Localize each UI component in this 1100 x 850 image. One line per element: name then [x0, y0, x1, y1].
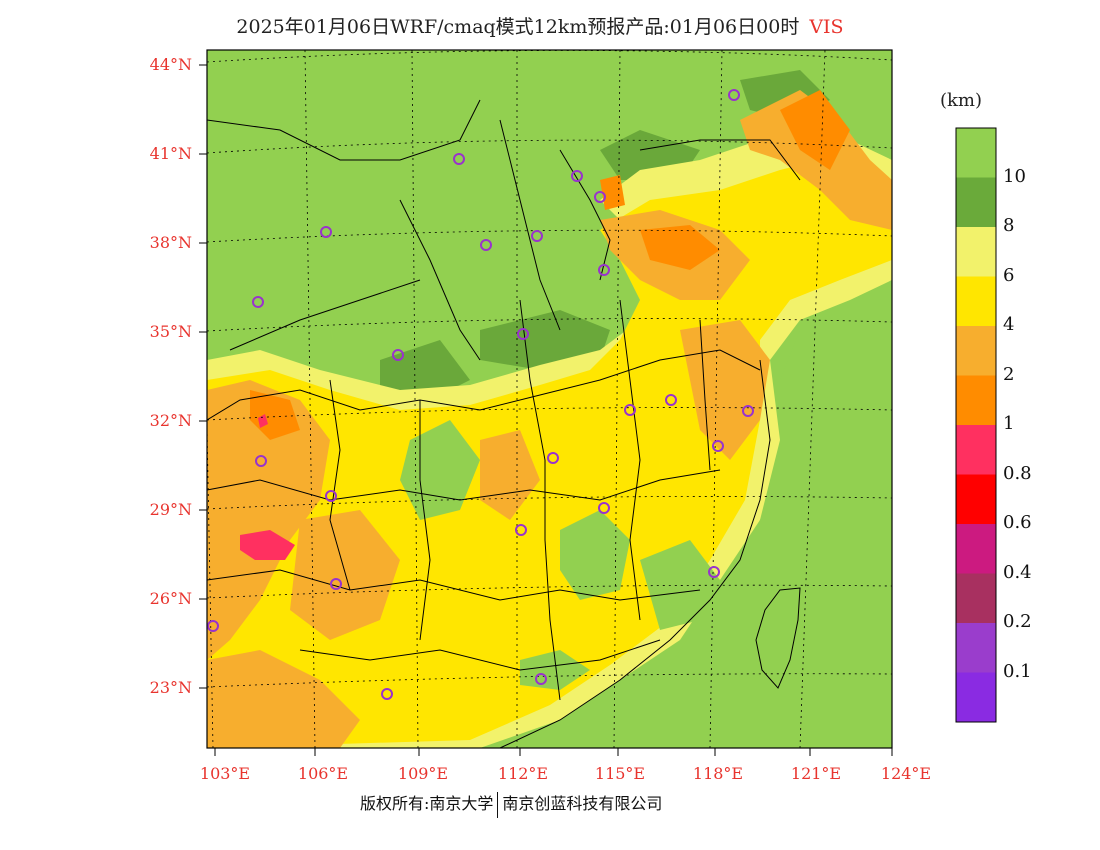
lat-label-44: 44°N — [149, 55, 192, 74]
city-marker — [571, 170, 583, 182]
lat-label-29: 29°N — [149, 500, 192, 519]
city-marker — [255, 455, 267, 467]
lon-label-115: 115°E — [594, 764, 646, 783]
city-marker — [742, 405, 754, 417]
copyright-left: 版权所有:南京大学 — [360, 794, 494, 813]
taiwan-outline — [755, 587, 801, 689]
city-marker — [665, 394, 677, 406]
colorbar-swatch — [956, 623, 996, 673]
lon-label-112: 112°E — [497, 764, 549, 783]
colorbar-label: 0.4 — [1003, 561, 1032, 583]
lat-label-41: 41°N — [149, 144, 192, 163]
low-visibility-spots — [240, 414, 295, 560]
city-marker — [547, 452, 559, 464]
lon-label-118: 118°E — [692, 764, 744, 783]
orange-zones — [207, 90, 892, 748]
city-marker — [598, 264, 610, 276]
city-marker — [535, 673, 547, 685]
ocean — [600, 280, 892, 748]
lon-label-106: 106°E — [297, 764, 349, 783]
city-marker — [207, 620, 219, 632]
city-marker — [320, 226, 332, 238]
variable-label: VIS — [809, 16, 844, 38]
colorbar-label: 4 — [1003, 314, 1015, 335]
colorbar-label: 1 — [1003, 413, 1015, 434]
colorbar-label: 2 — [1003, 363, 1015, 385]
title-text: 2025年01月06日WRF/cmaq模式12km预报产品:01月06日00时 — [236, 16, 800, 38]
colorbar-label: 8 — [1003, 215, 1015, 236]
lat-label-32: 32°N — [149, 411, 192, 430]
city-marker — [594, 191, 606, 203]
colorbar-label: 0.6 — [1003, 512, 1032, 533]
map-title: 2025年01月06日WRF/cmaq模式12km预报产品:01月06日00时 V… — [0, 12, 1080, 39]
lat-ticks — [199, 64, 207, 689]
city-marker — [712, 440, 724, 452]
colorbar-label: 10 — [1003, 165, 1026, 187]
colorbar — [955, 127, 997, 723]
deep-orange-zones — [250, 90, 850, 440]
colorbar-label: 0.1 — [1003, 660, 1032, 682]
colorbar-label: 0.8 — [1003, 462, 1032, 484]
city-marker — [515, 524, 527, 536]
footer-separator — [497, 791, 499, 818]
copyright-footer: 版权所有:南京大学 南京创蓝科技有限公司 — [360, 790, 662, 818]
colorbar-swatch — [956, 326, 996, 376]
city-marker — [728, 89, 740, 101]
city-marker — [325, 490, 337, 502]
colorbar-swatch — [956, 425, 996, 475]
colorbar-swatch — [956, 128, 996, 178]
city-marker — [517, 328, 529, 340]
city-marker — [252, 296, 264, 308]
city-marker — [392, 349, 404, 361]
colorbar-swatch — [956, 177, 996, 228]
lat-label-23: 23°N — [149, 678, 192, 697]
lon-label-109: 109°E — [397, 764, 449, 783]
city-markers — [207, 89, 754, 700]
colorbar-frame — [955, 127, 997, 723]
colorbar-swatch — [956, 375, 996, 426]
lon-ticks — [214, 748, 893, 756]
city-marker — [381, 688, 393, 700]
colorbar-swatch — [956, 573, 996, 624]
city-marker — [453, 153, 465, 165]
copyright-right: 南京创蓝科技有限公司 — [502, 794, 663, 813]
colorbar-swatch — [956, 474, 996, 525]
city-marker — [531, 230, 543, 242]
city-marker — [708, 566, 720, 578]
colorbar-swatch — [956, 276, 996, 327]
graticule — [207, 50, 892, 748]
boundaries — [207, 99, 801, 748]
map-frame — [206, 49, 893, 749]
lon-label-103: 103°E — [199, 764, 251, 783]
colorbar-label: 6 — [1003, 264, 1015, 286]
city-marker — [330, 578, 342, 590]
lat-label-26: 26°N — [149, 589, 192, 608]
lat-label-38: 38°N — [149, 233, 192, 252]
colorbar-unit: (km) — [940, 90, 983, 111]
city-marker — [624, 404, 636, 416]
lon-label-121: 121°E — [790, 764, 842, 783]
colorbar-swatch — [956, 672, 996, 723]
colorbar-swatch — [956, 524, 996, 574]
city-marker — [480, 239, 492, 251]
lon-label-124: 124°E — [880, 764, 932, 783]
city-marker — [598, 502, 610, 514]
lat-label-35: 35°N — [149, 322, 192, 341]
colorbar-swatch — [956, 227, 996, 277]
colorbar-label: 0.2 — [1003, 611, 1032, 632]
